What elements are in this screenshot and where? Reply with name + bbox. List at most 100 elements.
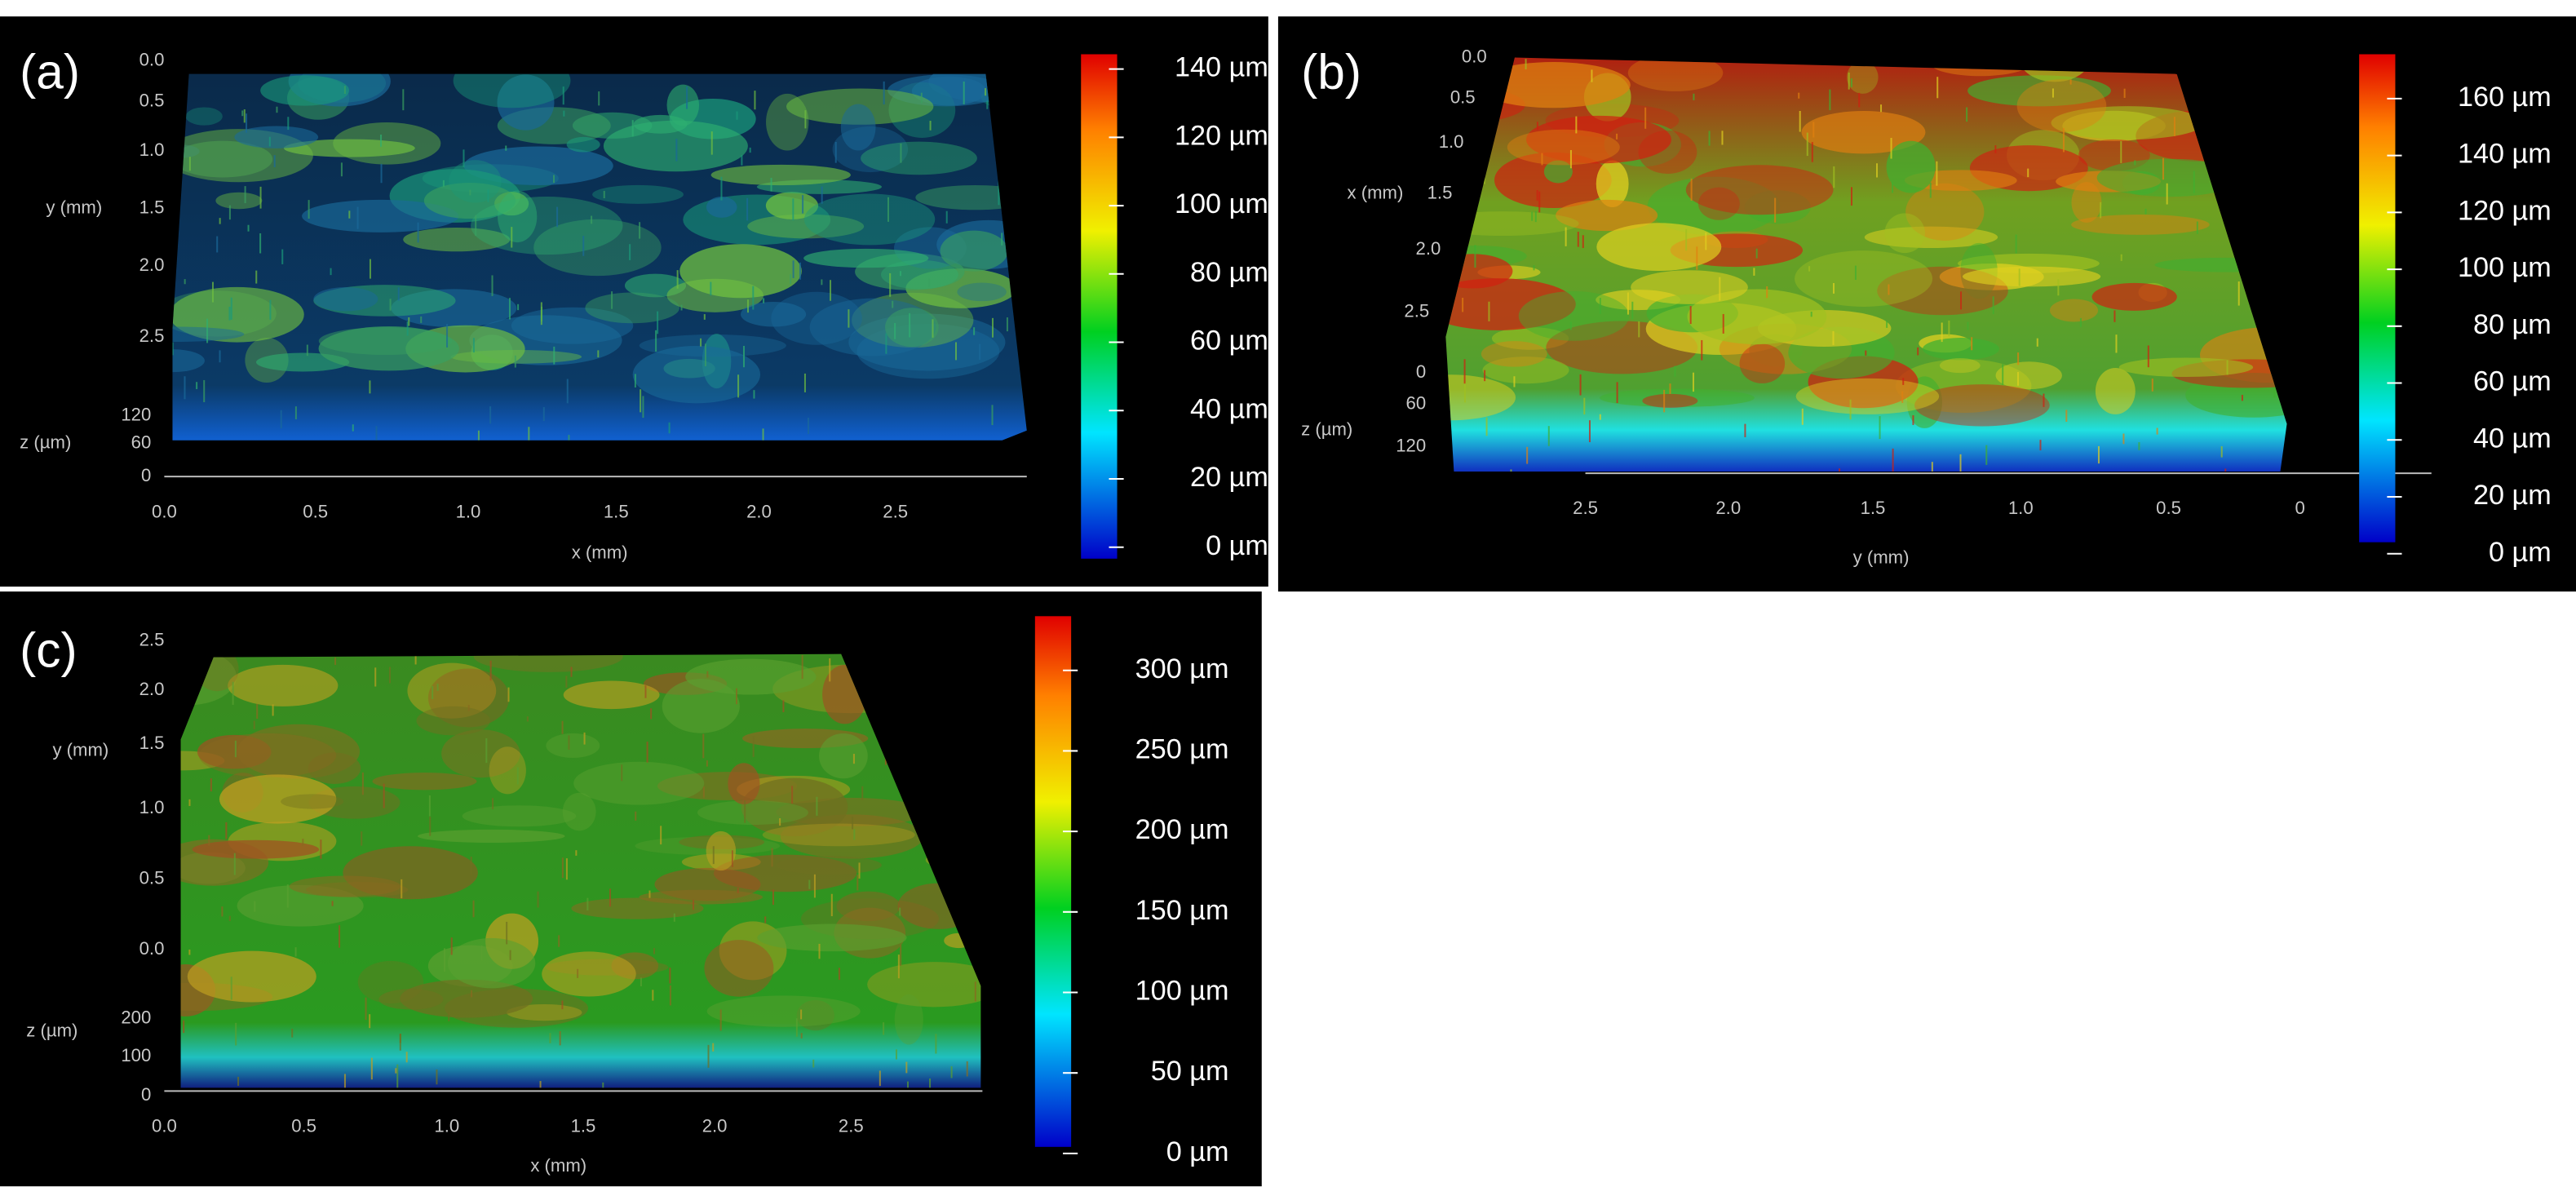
surface-feature (776, 856, 882, 875)
surface-feature (447, 937, 536, 989)
tick-label: 1.0 (139, 140, 165, 160)
surface-feature (706, 995, 861, 1027)
surface-feature (585, 292, 679, 324)
colorbar-label: 100 µm (2458, 252, 2552, 283)
colorbar-label: 80 µm (1190, 257, 1268, 288)
tick-label: 0 (2295, 498, 2304, 518)
surface-feature (766, 93, 809, 151)
surface-feature (706, 830, 737, 871)
surface-feature (1631, 270, 1748, 304)
surface-feature (1847, 60, 1879, 94)
surface-feature (885, 308, 939, 348)
surface-feature (416, 706, 490, 736)
surface-feature (333, 122, 441, 165)
surface-feature (1884, 213, 1925, 254)
tick-label: 120 (1396, 436, 1426, 456)
surface-feature (1481, 341, 1547, 367)
surface-feature (172, 326, 245, 343)
surface-feature (2049, 299, 2099, 322)
surface-feature (1739, 343, 1786, 383)
panel-label: (c) (20, 622, 77, 678)
surface-texture (172, 73, 1027, 441)
surface-feature (378, 989, 444, 1010)
surface-feature (710, 164, 851, 186)
tick-label: 60 (131, 432, 152, 453)
colorbar-label: 140 µm (1175, 52, 1268, 83)
surface-feature (1914, 384, 2050, 427)
surface-feature (666, 84, 700, 126)
surface-feature (2118, 357, 2254, 377)
surface-feature (2051, 106, 2205, 140)
surface-feature (1482, 357, 1569, 384)
tick-label: 1.0 (1439, 131, 1464, 152)
surface-feature (771, 291, 862, 345)
tick-label: 60 (1406, 392, 1427, 413)
surface-feature (403, 227, 511, 252)
tick-label: 2.0 (1416, 238, 1441, 259)
surface-feature (562, 792, 596, 831)
surface-feature (741, 777, 848, 837)
surface-feature (728, 763, 760, 804)
surface-feature (453, 73, 571, 109)
colorbar-label: 200 µm (1135, 814, 1229, 845)
tick-label: 0.5 (139, 867, 165, 888)
surface-feature (449, 160, 502, 203)
tick-label: 0 (1416, 361, 1426, 382)
surface-feature (867, 962, 981, 1008)
tick-label: 1.0 (434, 1116, 459, 1136)
tick-label: 2.0 (746, 501, 772, 521)
tick-label: 1.0 (456, 501, 481, 521)
surface-feature (1795, 250, 1933, 307)
surface-feature (1445, 278, 1576, 330)
surface-feature (1518, 290, 1630, 341)
surface-feature (185, 107, 223, 126)
surface-feature (2096, 158, 2242, 197)
surface-feature (592, 184, 684, 204)
colorbar-label: 120 µm (2458, 195, 2552, 226)
surface-feature (685, 658, 817, 695)
surface-feature (1687, 289, 1827, 345)
surface-feature (1886, 140, 1936, 193)
surface-feature (1507, 129, 1620, 166)
surface-feature (1962, 266, 2101, 287)
surface-feature (1801, 110, 1926, 154)
tick-label: 0.0 (139, 938, 165, 959)
surface-feature (1445, 374, 1516, 421)
surface-feature (372, 773, 477, 791)
surface-feature (861, 141, 977, 175)
surface-feature (796, 999, 834, 1031)
surface-feature (666, 278, 764, 312)
surface-feature (639, 889, 764, 905)
surface-feature (215, 192, 263, 210)
tick-label: 1.5 (139, 733, 165, 753)
tick-label: 2.5 (1573, 498, 1598, 518)
tick-label: 0.0 (152, 1116, 177, 1136)
surface-feature (423, 183, 516, 219)
tick-label: 2.5 (139, 326, 165, 346)
surface-feature (302, 199, 459, 233)
surface-feature (313, 286, 378, 312)
tick-label: 0.0 (152, 501, 177, 521)
surface-feature (546, 733, 600, 759)
colorbar-label: 40 µm (1190, 393, 1268, 424)
panel: (a) y (mm) 0.0 0.5 1.0 1.5 2.0 2.5 z (µm) 120 60 0 x… (20, 44, 1268, 563)
surface-feature (706, 196, 737, 218)
surface-feature (463, 146, 613, 186)
surface-feature (172, 349, 205, 373)
surface-feature (2071, 214, 2210, 235)
surface-feature (1596, 160, 1629, 208)
surface-feature (697, 800, 808, 826)
surface-feature (542, 951, 636, 997)
surface-feature (957, 282, 1007, 302)
tick-label: 1.5 (1427, 183, 1453, 203)
surface-feature (940, 230, 1008, 272)
tick-label: 1.5 (139, 197, 165, 218)
surface-feature (497, 74, 555, 131)
surface-feature (1864, 226, 1998, 249)
surface-feature (305, 882, 409, 898)
surface-feature (462, 805, 577, 827)
surface-feature (471, 197, 623, 255)
tick-label: 2.0 (139, 679, 165, 699)
surface-feature (765, 192, 819, 219)
surface-feature (281, 794, 344, 809)
